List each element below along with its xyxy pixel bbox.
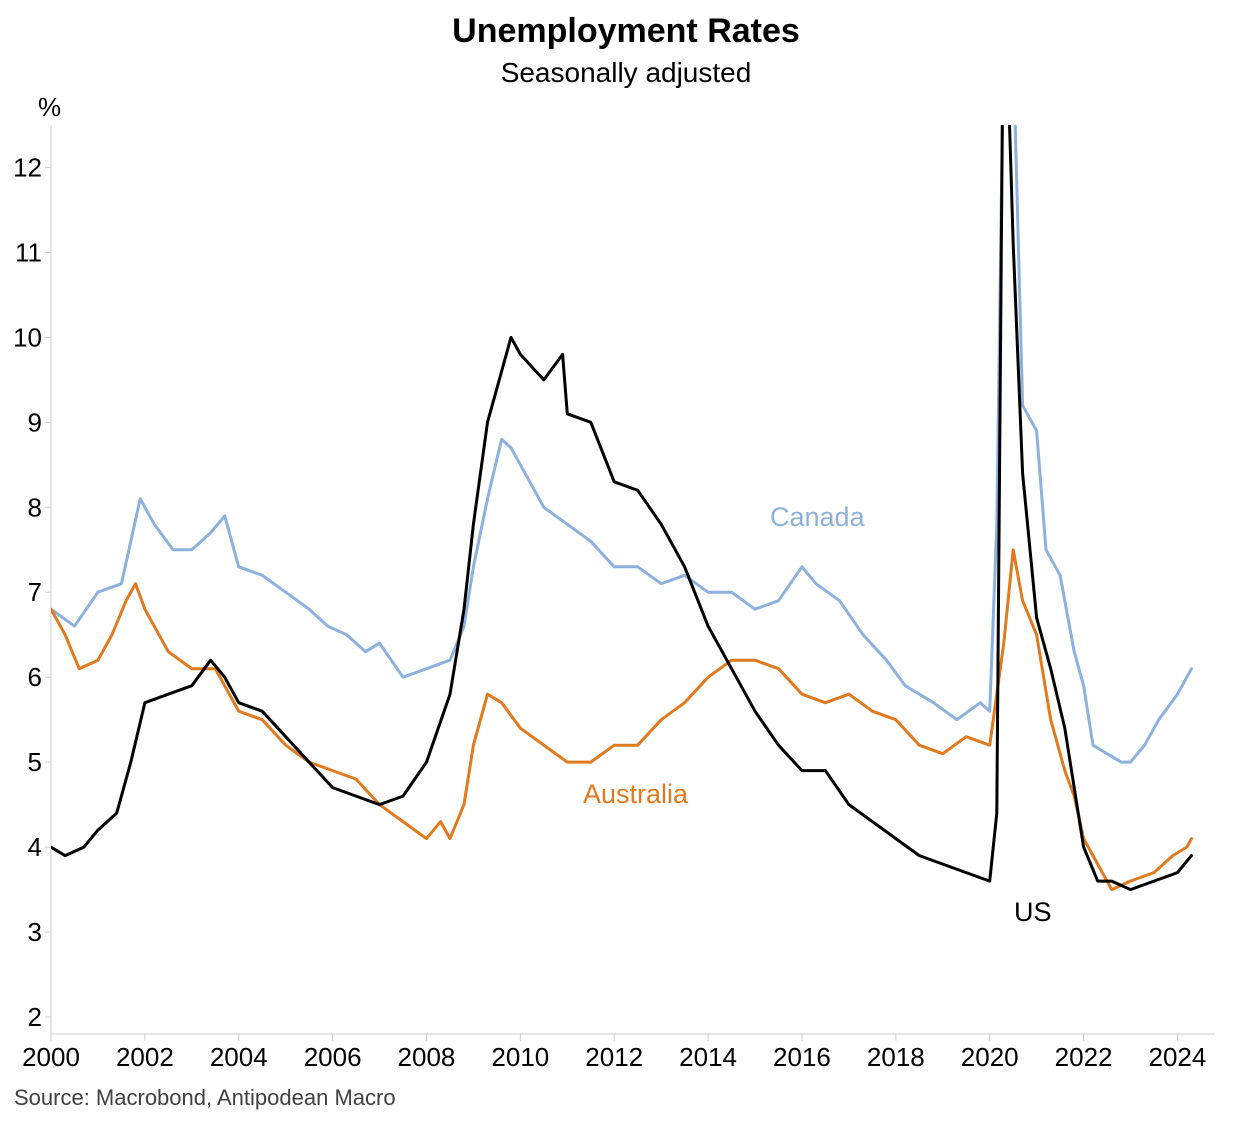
- x-axis-ticks: 2000 2002 2004 2006 2008 2010 2012 2014 2016 2018…: [22, 1034, 1206, 1072]
- y-tick-label: 9: [28, 407, 42, 437]
- x-tick-label: 2002: [116, 1042, 174, 1072]
- y-tick-label: 4: [28, 832, 42, 862]
- series-label-canada: Canada: [770, 502, 866, 532]
- x-tick-label: 2022: [1055, 1042, 1113, 1072]
- chart-subtitle: Seasonally adjusted: [501, 57, 752, 88]
- x-tick-label: 2004: [210, 1042, 268, 1072]
- source-note: Source: Macrobond, Antipodean Macro: [14, 1085, 396, 1110]
- chart-axes: [50, 125, 1215, 1035]
- y-axis-ticks: 2 3 4 5 6 7 8 9 10 11 12: [13, 152, 51, 1032]
- y-tick-label: 6: [28, 662, 42, 692]
- y-tick-label: 11: [15, 237, 42, 267]
- x-tick-label: 2012: [585, 1042, 643, 1072]
- x-tick-label: 2014: [679, 1042, 737, 1072]
- y-tick-label: 10: [13, 322, 42, 352]
- y-tick-label: 2: [28, 1002, 42, 1032]
- x-tick-label: 2018: [867, 1042, 925, 1072]
- series-label-us: US: [1014, 897, 1052, 927]
- y-axis-unit: %: [38, 92, 61, 122]
- x-tick-label: 2020: [961, 1042, 1019, 1072]
- y-tick-label: 12: [13, 152, 42, 182]
- y-tick-label: 3: [28, 917, 42, 947]
- y-tick-label: 5: [28, 747, 42, 777]
- y-tick-label: 7: [28, 577, 42, 607]
- series-line-australia: [51, 548, 1193, 892]
- x-tick-label: 2016: [773, 1042, 831, 1072]
- x-tick-label: 2010: [491, 1042, 549, 1072]
- series-lines: [51, 125, 1193, 892]
- series-line-canada: [51, 125, 1193, 764]
- y-tick-label: 8: [28, 492, 42, 522]
- series-line-us: [51, 125, 1193, 892]
- chart-title: Unemployment Rates: [452, 12, 800, 50]
- series-label-australia: Australia: [583, 779, 689, 809]
- x-tick-label: 2024: [1149, 1042, 1207, 1072]
- x-tick-label: 2006: [304, 1042, 362, 1072]
- x-tick-label: 2000: [22, 1042, 80, 1072]
- x-tick-label: 2008: [398, 1042, 456, 1072]
